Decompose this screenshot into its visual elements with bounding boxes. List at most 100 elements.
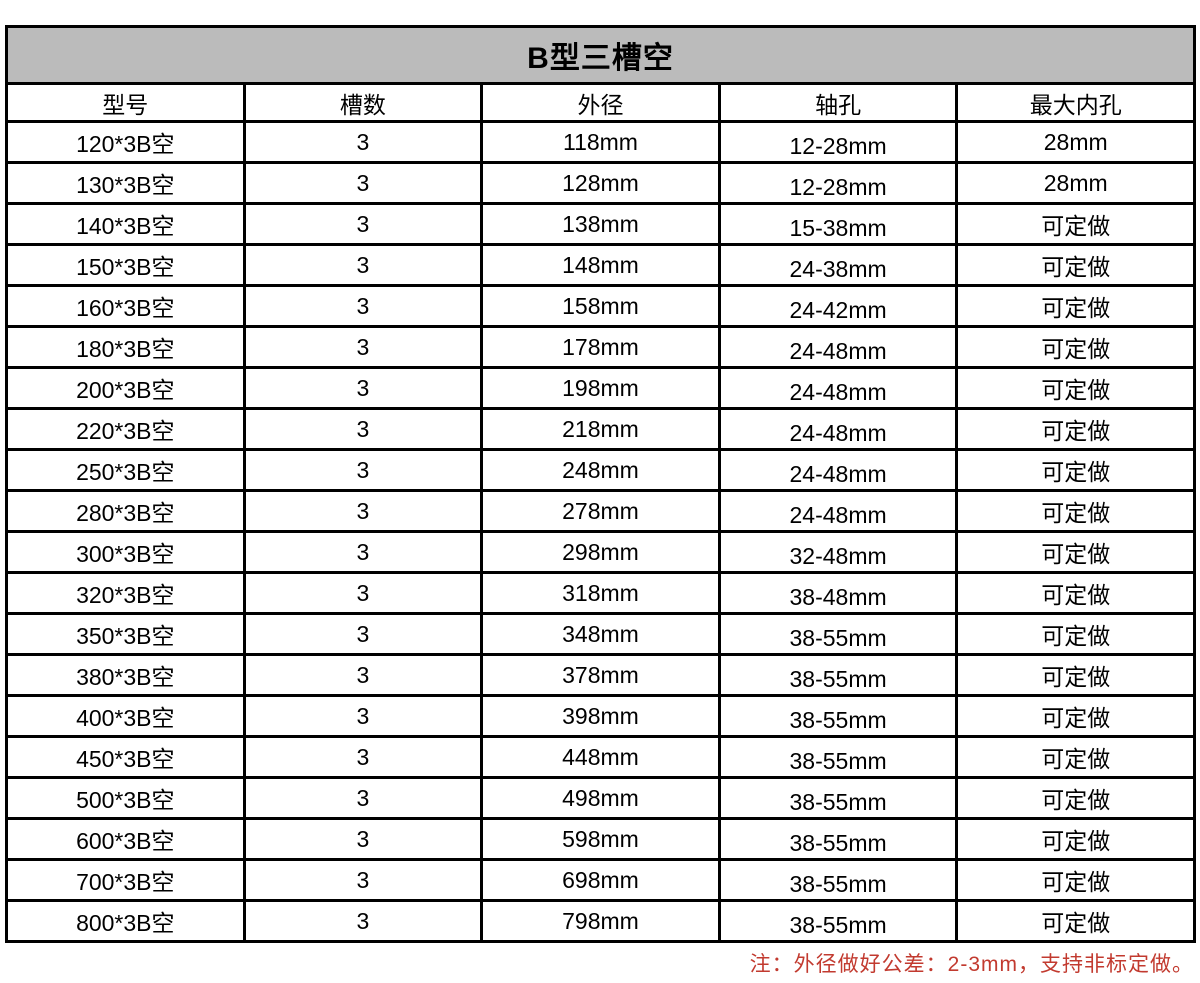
table-cell: 3 <box>242 571 484 615</box>
table-cell: 140*3B空 <box>5 202 246 246</box>
table-cell: 可定做 <box>955 448 1196 492</box>
table-cell: 400*3B空 <box>5 694 246 738</box>
table-row: 180*3B空 3 178mm 24-48mm 可定做 <box>5 325 1196 369</box>
table-cell: 15-38mm <box>717 202 959 246</box>
table-cell: 可定做 <box>955 612 1196 656</box>
table-cell: 598mm <box>480 817 721 861</box>
table-cell: 178mm <box>480 325 721 369</box>
table-row: 500*3B空 3 498mm 38-55mm 可定做 <box>5 776 1196 820</box>
table-row: 200*3B空 3 198mm 24-48mm 可定做 <box>5 366 1196 410</box>
table-cell: 可定做 <box>955 407 1196 451</box>
table-cell: 可定做 <box>955 202 1196 246</box>
table-cell: 可定做 <box>955 284 1196 328</box>
table-cell: 118mm <box>480 120 721 164</box>
table-cell: 278mm <box>480 489 721 533</box>
table-cell: 500*3B空 <box>5 776 246 820</box>
table-row: 300*3B空 3 298mm 32-48mm 可定做 <box>5 530 1196 574</box>
table-cell: 可定做 <box>955 899 1196 943</box>
table-cell: 3 <box>242 612 484 656</box>
table-cell: 28mm <box>955 120 1196 164</box>
table-cell: 24-48mm <box>717 325 959 369</box>
column-header-max-bore: 最大内孔 <box>955 82 1196 123</box>
table-cell: 3 <box>242 366 484 410</box>
table-cell: 378mm <box>480 653 721 697</box>
table-cell: 38-55mm <box>717 735 959 779</box>
table-cell: 3 <box>242 694 484 738</box>
table-cell: 160*3B空 <box>5 284 246 328</box>
table-cell: 128mm <box>480 161 721 205</box>
table-cell: 3 <box>242 161 484 205</box>
table-cell: 198mm <box>480 366 721 410</box>
table-cell: 300*3B空 <box>5 530 246 574</box>
table-cell: 24-48mm <box>717 448 959 492</box>
column-header-outer-diameter: 外径 <box>480 82 721 123</box>
table-cell: 600*3B空 <box>5 817 246 861</box>
table-cell: 可定做 <box>955 735 1196 779</box>
table-title: B型三槽空 <box>5 25 1196 85</box>
spec-table-container: B型三槽空 型号 槽数 外径 轴孔 最大内孔 120*3B空 3 118mm 12-2… <box>5 25 1196 978</box>
column-header-groove-count: 槽数 <box>242 82 484 123</box>
spec-table: B型三槽空 型号 槽数 外径 轴孔 最大内孔 120*3B空 3 118mm 12-2… <box>5 25 1196 943</box>
table-cell: 138mm <box>480 202 721 246</box>
table-cell: 318mm <box>480 571 721 615</box>
table-cell: 798mm <box>480 899 721 943</box>
table-cell: 450*3B空 <box>5 735 246 779</box>
table-body: 120*3B空 3 118mm 12-28mm 28mm 130*3B空 3 128mm 12-… <box>5 120 1196 943</box>
table-cell: 3 <box>242 407 484 451</box>
table-cell: 398mm <box>480 694 721 738</box>
table-cell: 448mm <box>480 735 721 779</box>
table-cell: 148mm <box>480 243 721 287</box>
table-cell: 38-55mm <box>717 694 959 738</box>
table-cell: 130*3B空 <box>5 161 246 205</box>
table-cell: 698mm <box>480 858 721 902</box>
table-cell: 3 <box>242 448 484 492</box>
table-cell: 可定做 <box>955 817 1196 861</box>
table-row: 280*3B空 3 278mm 24-48mm 可定做 <box>5 489 1196 533</box>
table-head: B型三槽空 型号 槽数 外径 轴孔 最大内孔 <box>5 25 1196 123</box>
table-cell: 3 <box>242 735 484 779</box>
table-row: 130*3B空 3 128mm 12-28mm 28mm <box>5 161 1196 205</box>
table-cell: 3 <box>242 776 484 820</box>
table-cell: 280*3B空 <box>5 489 246 533</box>
table-cell: 220*3B空 <box>5 407 246 451</box>
table-row: 250*3B空 3 248mm 24-48mm 可定做 <box>5 448 1196 492</box>
table-row: 150*3B空 3 148mm 24-38mm 可定做 <box>5 243 1196 287</box>
table-cell: 12-28mm <box>717 120 959 164</box>
table-cell: 24-42mm <box>717 284 959 328</box>
table-cell: 348mm <box>480 612 721 656</box>
table-row: 800*3B空 3 798mm 38-55mm 可定做 <box>5 899 1196 943</box>
table-cell: 32-48mm <box>717 530 959 574</box>
column-header-shaft-hole: 轴孔 <box>717 82 959 123</box>
table-cell: 498mm <box>480 776 721 820</box>
table-cell: 320*3B空 <box>5 571 246 615</box>
table-cell: 24-38mm <box>717 243 959 287</box>
table-cell: 3 <box>242 202 484 246</box>
table-cell: 3 <box>242 653 484 697</box>
table-row: 350*3B空 3 348mm 38-55mm 可定做 <box>5 612 1196 656</box>
table-cell: 3 <box>242 530 484 574</box>
table-row: 700*3B空 3 698mm 38-55mm 可定做 <box>5 858 1196 902</box>
table-cell: 38-55mm <box>717 612 959 656</box>
header-row: 型号 槽数 外径 轴孔 最大内孔 <box>5 82 1196 123</box>
table-cell: 3 <box>242 489 484 533</box>
table-cell: 可定做 <box>955 489 1196 533</box>
table-cell: 3 <box>242 899 484 943</box>
table-cell: 3 <box>242 858 484 902</box>
table-row: 320*3B空 3 318mm 38-48mm 可定做 <box>5 571 1196 615</box>
table-cell: 200*3B空 <box>5 366 246 410</box>
table-cell: 3 <box>242 325 484 369</box>
title-row: B型三槽空 <box>5 25 1196 85</box>
table-cell: 3 <box>242 817 484 861</box>
table-row: 600*3B空 3 598mm 38-55mm 可定做 <box>5 817 1196 861</box>
table-row: 160*3B空 3 158mm 24-42mm 可定做 <box>5 284 1196 328</box>
table-cell: 120*3B空 <box>5 120 246 164</box>
table-cell: 218mm <box>480 407 721 451</box>
table-cell: 可定做 <box>955 325 1196 369</box>
table-cell: 180*3B空 <box>5 325 246 369</box>
table-cell: 3 <box>242 243 484 287</box>
table-cell: 250*3B空 <box>5 448 246 492</box>
table-cell: 38-55mm <box>717 776 959 820</box>
table-row: 400*3B空 3 398mm 38-55mm 可定做 <box>5 694 1196 738</box>
table-row: 450*3B空 3 448mm 38-55mm 可定做 <box>5 735 1196 779</box>
table-cell: 350*3B空 <box>5 612 246 656</box>
